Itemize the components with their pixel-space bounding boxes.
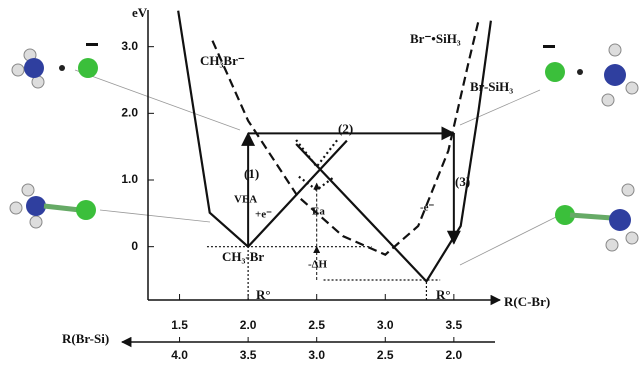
x-tick-label: 1.5 — [171, 318, 188, 332]
annotation: -e⁻ — [420, 202, 435, 214]
x2-tick-label: 2.0 — [446, 348, 463, 362]
annotation: Br-SiH₃ — [470, 79, 513, 94]
curve — [212, 21, 478, 255]
x-axis-label: R(C-Br) — [504, 294, 550, 309]
curve — [296, 21, 491, 282]
x2-tick-label: 3.5 — [240, 348, 257, 362]
annotation: Br⁻•SiH₃ — [410, 31, 461, 46]
x2-tick-label: 3.0 — [308, 348, 325, 362]
annotation: (2) — [338, 121, 353, 136]
annotation: CH₃Br⁻ — [200, 53, 245, 68]
x-tick-label: 2.0 — [240, 318, 257, 332]
y-tick-label: 2.0 — [121, 106, 138, 120]
annotation: -ΔH — [308, 259, 328, 271]
annotation: Ea — [312, 206, 325, 218]
annotation: (3) — [455, 174, 470, 189]
chart: eV R(C-Br) R(Br-Si) 0 1.0 2.0 3.0 1.5 2.0 2.5 3… — [0, 0, 644, 366]
annotation: R° — [436, 287, 451, 302]
x2-tick-label: 4.0 — [171, 348, 188, 362]
curve — [296, 140, 337, 167]
x2-tick-label: 2.5 — [377, 348, 394, 362]
x2-axis-label: R(Br-Si) — [62, 331, 109, 346]
y-tick-label: 1.0 — [121, 172, 138, 186]
y-tick-label: 0 — [131, 239, 138, 253]
x-tick-label: 2.5 — [308, 318, 325, 332]
annotation: VEA — [234, 194, 257, 206]
annotation: +e⁻ — [255, 209, 272, 221]
annotation: R° — [256, 287, 271, 302]
y-axis-label: eV — [132, 5, 148, 20]
x-tick-label: 3.5 — [446, 318, 463, 332]
x-tick-label: 3.0 — [377, 318, 394, 332]
molecule-right-bottom — [460, 184, 638, 265]
molecule-left-bottom — [10, 184, 210, 228]
y-tick-label: 3.0 — [121, 39, 138, 53]
annotation: (1) — [244, 166, 259, 181]
annotation: CH₃-Br — [222, 249, 264, 264]
